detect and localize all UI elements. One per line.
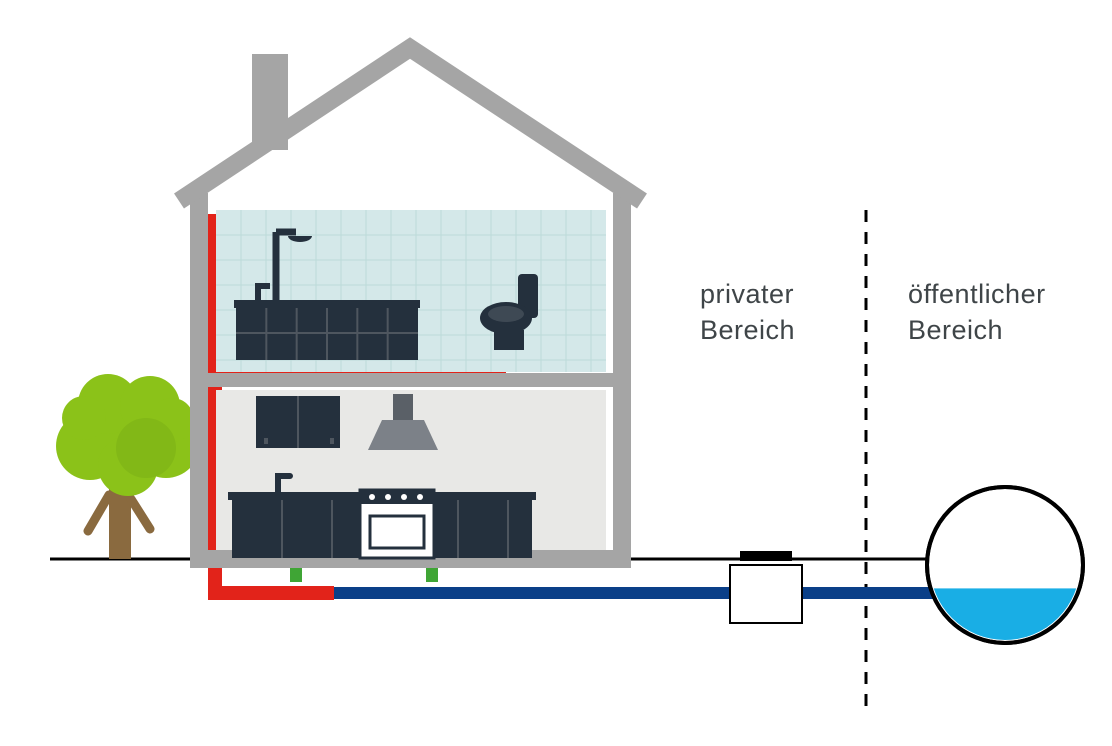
tree-icon — [56, 374, 200, 559]
house-roof — [179, 48, 642, 201]
diagram-stage: privater Bereich öffentlicher Bereich — [0, 0, 1112, 746]
chimney-icon — [252, 54, 288, 150]
label-public-line2: Bereich — [908, 315, 1003, 345]
house-drainage-diagram — [0, 0, 1112, 746]
label-private-line2: Bereich — [700, 315, 795, 345]
label-public-line1: öffentlicher — [908, 279, 1046, 309]
label-private: privater Bereich — [700, 276, 795, 349]
label-private-line1: privater — [700, 279, 794, 309]
floor-slab — [207, 373, 614, 387]
sewer-main-icon — [927, 487, 1083, 744]
label-public: öffentlicher Bereich — [908, 276, 1046, 349]
inspection-box-icon — [730, 551, 802, 623]
